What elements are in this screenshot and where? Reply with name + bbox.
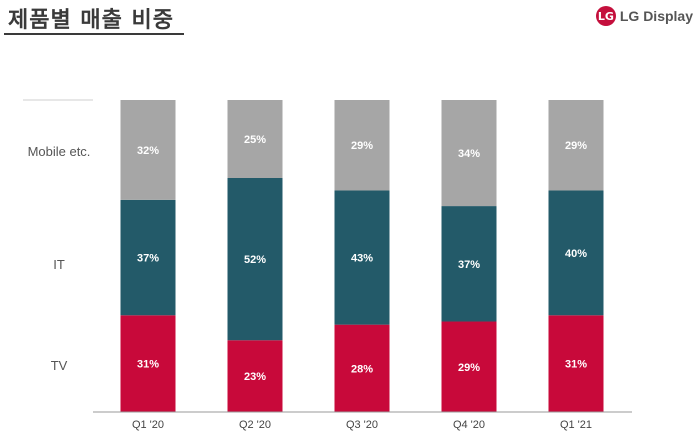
data-label: 31% xyxy=(137,359,159,371)
bar-segment-tv-0 xyxy=(120,315,176,412)
data-label: 40% xyxy=(565,248,587,260)
lg-logo-icon: LG xyxy=(595,6,616,26)
bar-segment-tv-1 xyxy=(227,340,283,412)
data-label: 23% xyxy=(244,371,266,383)
data-label: 43% xyxy=(351,253,373,265)
bar-segment-mobile-etc--3 xyxy=(441,100,497,207)
data-label: 52% xyxy=(244,254,266,266)
data-label: 28% xyxy=(351,363,373,375)
bar-segment-tv-4 xyxy=(548,315,604,412)
bar-segment-tv-3 xyxy=(441,321,497,412)
bar-segment-mobile-etc--0 xyxy=(120,100,176,200)
row-label: IT xyxy=(53,257,65,272)
row-label: TV xyxy=(51,358,68,373)
bar-segment-mobile-etc--2 xyxy=(334,100,390,191)
x-tick-label: Q1 '20 xyxy=(132,419,164,431)
x-tick-label: Q3 '20 xyxy=(346,419,378,431)
x-tick-label: Q1 '21 xyxy=(560,419,592,431)
bar-segment-mobile-etc--4 xyxy=(548,100,604,191)
data-label: 31% xyxy=(565,359,587,371)
data-label: 29% xyxy=(351,140,373,152)
data-label: 29% xyxy=(458,362,480,374)
data-label: 29% xyxy=(565,140,587,152)
data-label: 37% xyxy=(458,259,480,271)
bar-segment-it-2 xyxy=(334,190,390,325)
bar-segment-it-3 xyxy=(441,206,497,322)
bar-segment-it-4 xyxy=(548,190,604,316)
title-underline xyxy=(4,33,184,35)
x-tick-label: Q2 '20 xyxy=(239,419,271,431)
data-label: 34% xyxy=(458,148,480,160)
bar-segment-it-1 xyxy=(227,178,283,341)
bar-segment-it-0 xyxy=(120,199,176,316)
data-label: 37% xyxy=(137,253,159,265)
x-tick-label: Q4 '20 xyxy=(453,419,485,431)
row-label: Mobile etc. xyxy=(28,144,91,159)
logo: LG LG Display xyxy=(595,6,693,26)
page-title: 제품별 매출 비중 xyxy=(8,8,174,33)
logo-text: LG Display xyxy=(619,8,693,24)
bar-segment-mobile-etc--1 xyxy=(227,100,283,178)
data-label: 25% xyxy=(244,134,266,146)
bar-segment-tv-2 xyxy=(334,324,390,412)
data-label: 32% xyxy=(137,145,159,157)
